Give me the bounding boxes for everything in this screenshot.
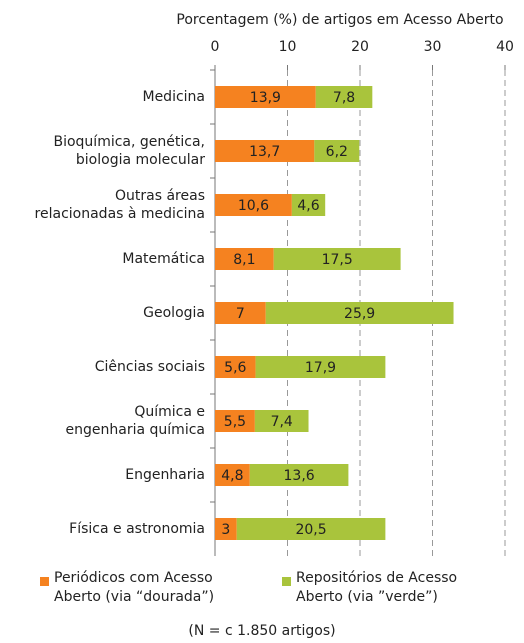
- x-tick-label: 0: [211, 39, 220, 55]
- x-tick-label: 40: [496, 39, 514, 55]
- data-label: 17,9: [305, 360, 336, 376]
- data-label: 6,2: [326, 144, 348, 160]
- bar-segment: [315, 86, 373, 108]
- bar-segment: [215, 518, 237, 540]
- data-label: 5,5: [224, 414, 246, 430]
- data-label: 8,1: [233, 252, 255, 268]
- legend-label: Repositórios de Acesso Aberto (via ”verd…: [296, 570, 458, 605]
- data-label: 25,9: [344, 306, 375, 322]
- bar-segment: [236, 518, 386, 540]
- category-label: Geologia: [143, 305, 205, 321]
- data-label: 13,6: [284, 468, 315, 484]
- x-tick-label: 10: [279, 39, 297, 55]
- bar-segment: [265, 302, 454, 324]
- legend-swatch: [40, 577, 49, 586]
- data-label: 7,4: [271, 414, 293, 430]
- bar-segment: [254, 410, 309, 432]
- legend-swatch: [282, 577, 291, 586]
- category-label: Ciências sociais: [94, 359, 205, 375]
- category-label: Física e astronomia: [69, 521, 205, 537]
- category-label: Matemática: [122, 251, 205, 267]
- data-label: 7: [236, 306, 245, 322]
- bar-segment: [249, 464, 349, 486]
- legend-label: Periódicos com Acesso Aberto (via “doura…: [54, 570, 215, 605]
- category-label: Bioquímica, genética, biologia molecular: [53, 134, 205, 168]
- data-label: 13,9: [250, 90, 281, 106]
- x-tick-label: 20: [351, 39, 369, 55]
- bar-segment: [255, 356, 386, 378]
- data-label: 10,6: [238, 198, 269, 214]
- bar-segment: [215, 356, 256, 378]
- data-label: 4,8: [221, 468, 243, 484]
- bar-segment: [273, 248, 401, 270]
- data-label: 20,5: [295, 522, 326, 538]
- bar-segment: [215, 140, 315, 162]
- data-label: 4,6: [297, 198, 319, 214]
- bar-segment: [215, 194, 292, 216]
- bar-segment: [215, 248, 274, 270]
- category-label: Outras áreas relacionadas à medicina: [34, 188, 205, 222]
- axis-title: Porcentagem (%) de artigos em Acesso Abe…: [176, 12, 503, 28]
- bar-segment: [215, 410, 255, 432]
- note: (N = c 1.850 artigos): [188, 623, 336, 639]
- bar-segment: [291, 194, 326, 216]
- bar-segment: [215, 464, 250, 486]
- data-label: 13,7: [249, 144, 280, 160]
- data-label: 5,6: [224, 360, 246, 376]
- bar-segment: [215, 86, 316, 108]
- category-label: Medicina: [142, 89, 205, 105]
- category-label: Engenharia: [125, 467, 205, 483]
- x-tick-label: 30: [424, 39, 442, 55]
- data-label: 7,8: [333, 90, 355, 106]
- data-label: 3: [221, 522, 230, 538]
- data-label: 17,5: [322, 252, 353, 268]
- category-label: Química e engenharia química: [65, 404, 205, 438]
- bar-segment: [215, 302, 266, 324]
- bar-segment: [314, 140, 360, 162]
